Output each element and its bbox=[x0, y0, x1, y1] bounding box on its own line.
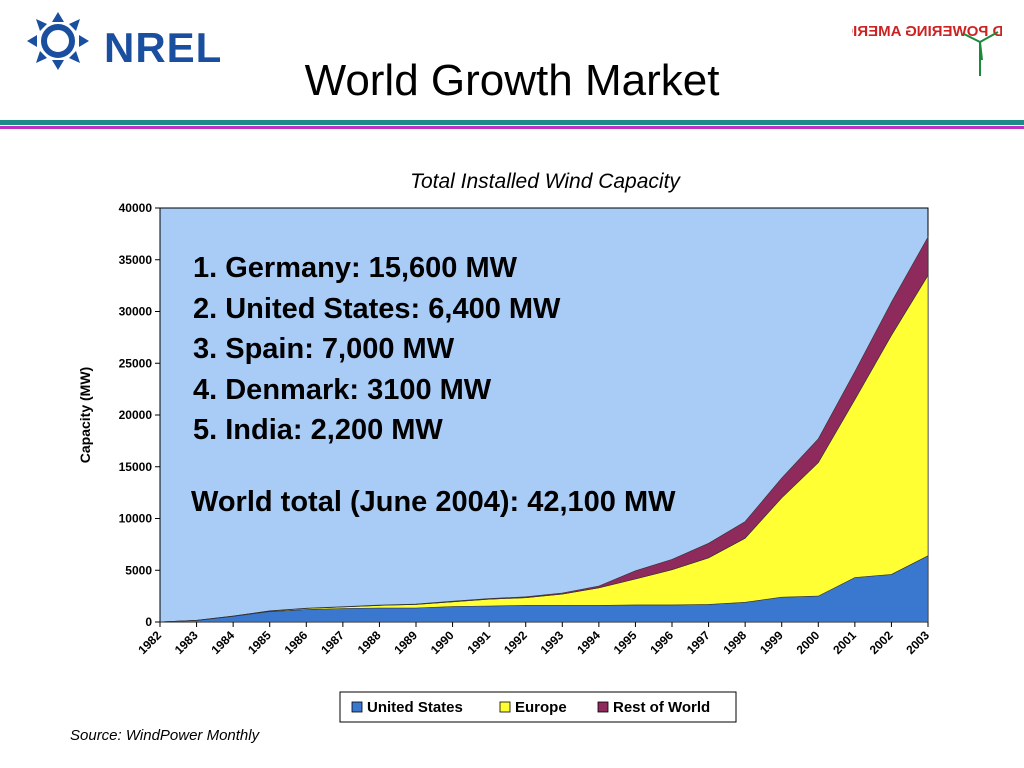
ranking-item: 5. India: 2,200 MW bbox=[193, 414, 443, 446]
y-tick-label: 0 bbox=[145, 615, 152, 629]
legend-swatch bbox=[597, 701, 609, 713]
wind-turbine-icon bbox=[963, 31, 999, 76]
x-tick-label: 1992 bbox=[501, 628, 530, 657]
y-axis-label: Capacity (MW) bbox=[77, 367, 93, 463]
legend-label: Europe bbox=[515, 699, 567, 716]
x-tick-label: 1994 bbox=[574, 628, 603, 657]
y-tick-label: 40000 bbox=[119, 201, 153, 215]
x-tick-label: 2000 bbox=[794, 628, 823, 657]
x-tick-label: 1990 bbox=[428, 628, 457, 657]
ranking-item: 1. Germany: 15,600 MW bbox=[193, 252, 517, 284]
x-tick-label: 1991 bbox=[464, 628, 493, 657]
country-ranking-list: 1. Germany: 15,600 MW 2. United States: … bbox=[193, 248, 560, 451]
area-series-rest-of-world bbox=[159, 235, 929, 623]
x-tick-label: 1982 bbox=[135, 628, 164, 657]
header-rule-magenta bbox=[0, 126, 1024, 129]
page-title: World Growth Market bbox=[304, 56, 720, 105]
nrel-logo-text: NREL bbox=[104, 24, 223, 71]
x-tick-label: 1997 bbox=[684, 628, 713, 657]
legend-box bbox=[339, 691, 737, 723]
ranking-item: 3. Spain: 7,000 MW bbox=[193, 333, 455, 365]
x-tick-label: 1999 bbox=[757, 628, 786, 657]
chart-title: Total Installed Wind Capacity bbox=[410, 170, 680, 193]
y-tick-label: 25000 bbox=[119, 356, 153, 370]
ranking-item: 2. United States: 6,400 MW bbox=[193, 292, 561, 325]
x-tick-label: 1987 bbox=[318, 628, 347, 657]
legend-swatch bbox=[499, 701, 511, 713]
wind-powering-america-logo: WIND POWERING AMERICA bbox=[831, 12, 1024, 78]
x-tick-label: 1983 bbox=[172, 628, 201, 657]
source-note: Source: WindPower Monthly bbox=[70, 727, 260, 744]
legend-label: United States bbox=[367, 699, 463, 716]
y-tick-label: 20000 bbox=[119, 408, 153, 422]
world-total-annotation: World total (June 2004): 42,100 MW bbox=[191, 486, 676, 518]
x-tick-label: 1995 bbox=[611, 628, 640, 657]
x-tick-label: 1996 bbox=[647, 628, 676, 657]
legend-swatch bbox=[351, 701, 363, 713]
x-tick-label: 1984 bbox=[208, 628, 237, 657]
legend-label: Rest of World bbox=[613, 699, 710, 716]
x-tick-label: 2002 bbox=[867, 628, 896, 657]
nrel-sunburst-icon bbox=[27, 12, 89, 70]
x-tick-label: 1989 bbox=[391, 628, 420, 657]
x-tick-label: 1985 bbox=[245, 628, 274, 657]
y-tick-label: 35000 bbox=[119, 253, 153, 267]
x-tick-label: 1988 bbox=[355, 628, 384, 657]
x-tick-label: 2001 bbox=[830, 628, 859, 657]
y-tick-label: 10000 bbox=[119, 512, 153, 526]
x-tick-label: 1998 bbox=[720, 628, 749, 657]
nrel-logo: NREL bbox=[18, 10, 221, 72]
y-tick-label: 30000 bbox=[119, 305, 153, 319]
y-tick-label: 5000 bbox=[125, 563, 152, 577]
header-rule-teal bbox=[0, 120, 1024, 125]
x-tick-label: 1986 bbox=[282, 628, 311, 657]
x-tick-label: 2003 bbox=[903, 628, 932, 657]
y-tick-label: 15000 bbox=[119, 460, 153, 474]
wpa-logo-text: WIND POWERING AMERICA bbox=[852, 23, 1002, 40]
x-tick-label: 1993 bbox=[538, 628, 567, 657]
ranking-item: 4. Denmark: 3100 MW bbox=[193, 373, 492, 406]
